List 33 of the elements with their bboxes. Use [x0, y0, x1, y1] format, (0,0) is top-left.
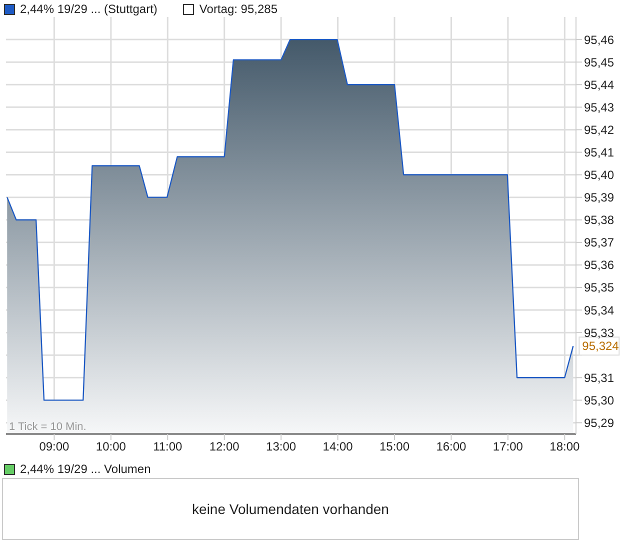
x-tick-label: 13:00	[266, 440, 296, 454]
annotation: 1 Tick = 10 Min.	[9, 421, 86, 433]
x-tick-label: 09:00	[39, 440, 70, 454]
x-tick-label: 15:00	[379, 440, 410, 454]
y-tick-label: 95,30	[584, 393, 614, 408]
y-tick-label: 95,45	[584, 55, 614, 70]
text: keine Volumendaten vorhanden	[192, 501, 389, 517]
text: Vortag: 95,285	[199, 2, 278, 16]
x-tick-label: 18:00	[550, 440, 580, 454]
y-tick-label: 95,34	[584, 303, 614, 318]
y-tick-label: 95,43	[584, 100, 614, 114]
text: 2,44% 19/29 ... Volumen	[20, 462, 151, 476]
y-tick-label: 95,41	[584, 146, 614, 160]
y-tick-label: 95,36	[584, 258, 614, 272]
y-tick-label: 95,44	[584, 78, 614, 92]
x-tick-label: 17:00	[492, 440, 524, 454]
x-tick-label: 14:00	[322, 440, 354, 454]
y-tick-label: 95,40	[584, 168, 614, 182]
legend-label: 2,44% 19/29 ... (Stuttgart)	[20, 2, 158, 16]
x-tick-label: 10:00	[96, 440, 126, 454]
y-tick-label: 95,38	[584, 213, 614, 228]
x-tick-label: 12:00	[209, 440, 240, 454]
y-tick-label: 95,42	[584, 122, 614, 137]
y-tick-label: 95,46	[584, 32, 614, 47]
x-tick-label: 11:00	[153, 440, 183, 454]
y-tick-label: 95,35	[584, 280, 614, 295]
y-tick-label: 95,33	[584, 326, 614, 340]
y-tick-label: 95,29	[584, 416, 614, 430]
y-tick-label: 95,31	[584, 370, 614, 385]
y-tick-label: 95,37	[584, 236, 614, 250]
annotation: 95,324	[582, 339, 620, 354]
x-tick-label: 16:00	[436, 440, 467, 454]
y-tick-label: 95,39	[584, 190, 614, 205]
